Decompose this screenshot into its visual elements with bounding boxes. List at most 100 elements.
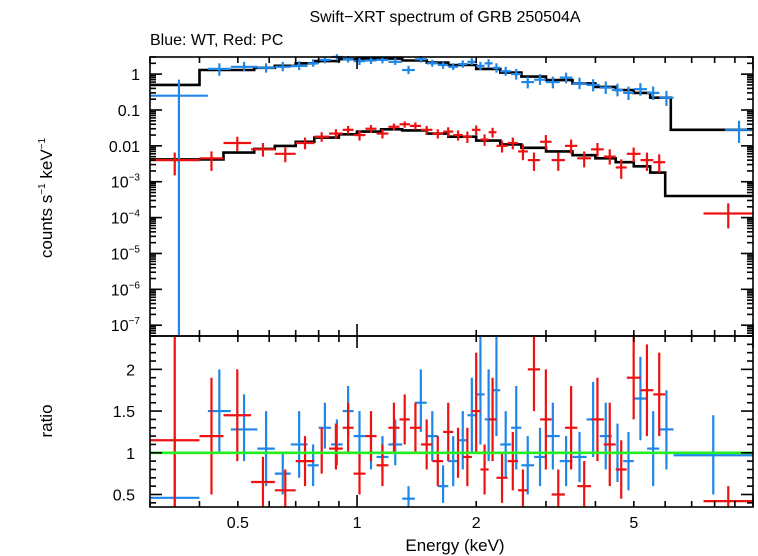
pc-ratio-point: [399, 394, 410, 445]
pc-data-point: [453, 130, 463, 141]
wt-data-point: [599, 81, 612, 94]
wt-data-point: [365, 57, 377, 65]
pc-ratio-point: [626, 336, 641, 420]
wt-data-point: [257, 63, 275, 73]
chart-subtitle: Blue: WT, Red: PC: [150, 32, 283, 49]
pc-data-point: [626, 147, 641, 163]
spectrum-y-label: counts s−1 keV−1: [37, 137, 56, 258]
y-tick-base: 10: [111, 318, 129, 335]
pc-ratio-points: [150, 336, 753, 507]
y-tick-label: 0.01: [109, 139, 140, 156]
pc-ratio-point: [471, 352, 481, 453]
pc-ratio-point: [388, 402, 400, 453]
pc-data-point: [488, 127, 497, 138]
wt-ratio-point: [257, 411, 275, 487]
ratio-panel: 0.5 1 1.5 2: [113, 335, 754, 508]
pc-ratio-point: [409, 402, 421, 453]
wt-ratio-point: [572, 431, 587, 482]
pc-ratio-point: [223, 369, 252, 462]
wt-data-points: [150, 54, 753, 336]
pc-data-point: [199, 151, 224, 171]
pc-data-point: [471, 125, 481, 136]
y-tick-label: 10−6: [111, 280, 141, 299]
pc-data-point: [551, 152, 565, 171]
wt-data-point: [458, 60, 468, 68]
spectrum-y-label-part2: keV: [37, 149, 56, 184]
wt-data-point: [545, 76, 560, 89]
wt-data-point: [307, 59, 319, 67]
y-tick-exponent: −3: [129, 173, 141, 184]
pc-data-point: [150, 152, 200, 176]
pc-data-point: [577, 151, 592, 168]
pc-ratio-point: [199, 377, 224, 495]
y-tick-base: 10: [111, 175, 129, 192]
wt-data-point: [647, 86, 660, 100]
wt-data-point: [500, 66, 512, 76]
pc-ratio-point: [274, 469, 296, 507]
wt-data-point: [426, 59, 438, 67]
y-tick-base: 10: [111, 282, 129, 299]
wt-ratio-point: [511, 386, 522, 470]
pc-data-point: [353, 130, 366, 141]
y-tick-exponent: −5: [129, 244, 141, 255]
wt-data-point: [484, 59, 493, 68]
pc-ratio-point: [640, 344, 654, 437]
wt-ratio-point: [476, 336, 485, 445]
y-tick-label: 10−4: [111, 209, 141, 228]
pc-ratio-point: [432, 436, 444, 487]
pc-ratio-point: [488, 377, 497, 462]
wt-data-point: [511, 68, 522, 80]
pc-data-point: [615, 159, 627, 179]
y-tick-exponent: −4: [129, 209, 141, 220]
ratio-y-ticks: 0.5 1 1.5 2: [113, 335, 753, 504]
x-axis-label: Energy (keV): [405, 536, 504, 555]
y-tick-label: 2: [126, 362, 135, 379]
wt-ratio-point: [659, 390, 674, 470]
pc-data-point: [342, 125, 354, 135]
wt-data-point: [492, 63, 501, 73]
wt-data-point: [476, 61, 485, 71]
y-tick-base: 1: [131, 67, 140, 84]
pc-data-point: [496, 140, 508, 153]
pc-data-point: [540, 135, 552, 150]
pc-ratio-point: [251, 456, 275, 507]
wt-ratio-point: [402, 486, 415, 507]
wt-data-point: [388, 58, 403, 65]
pc-ratio-point: [496, 452, 508, 503]
wt-ratio-point: [448, 436, 459, 487]
pc-ratio-point: [295, 436, 315, 487]
pc-data-point: [591, 143, 604, 157]
wt-data-point: [230, 61, 258, 72]
x-tick-label: 1: [353, 515, 362, 532]
pc-ratio-point: [615, 440, 627, 499]
wt-data-point: [150, 79, 208, 336]
y-tick-label: 10−7: [111, 316, 141, 335]
wt-ratio-point: [230, 394, 258, 462]
wt-ratio-point: [545, 402, 560, 470]
wt-ratio-point: [500, 411, 512, 478]
ratio-y-label: ratio: [37, 404, 56, 437]
pc-data-point: [295, 137, 315, 150]
wt-data-point: [659, 90, 674, 106]
wt-data-point: [611, 83, 624, 97]
wt-ratio-point: [623, 431, 634, 491]
pc-data-point: [251, 143, 275, 157]
pc-ratio-point: [443, 402, 454, 462]
y-tick-label: 10−3: [111, 173, 141, 192]
y-tick-label: 1: [131, 67, 140, 84]
pc-data-point: [376, 129, 389, 139]
pc-data-point: [640, 152, 654, 171]
wt-data-point: [586, 79, 600, 92]
wt-data-point: [623, 86, 634, 100]
pc-data-point: [462, 131, 472, 144]
pc-data-point: [388, 123, 400, 131]
pc-ratio-point: [329, 423, 343, 470]
pc-data-point: [653, 154, 666, 173]
pc-ratio-point: [551, 469, 565, 507]
wt-data-point: [633, 83, 648, 96]
pc-data-point: [329, 129, 343, 139]
pc-data-point: [480, 134, 489, 146]
pc-ratio-point: [507, 431, 519, 491]
